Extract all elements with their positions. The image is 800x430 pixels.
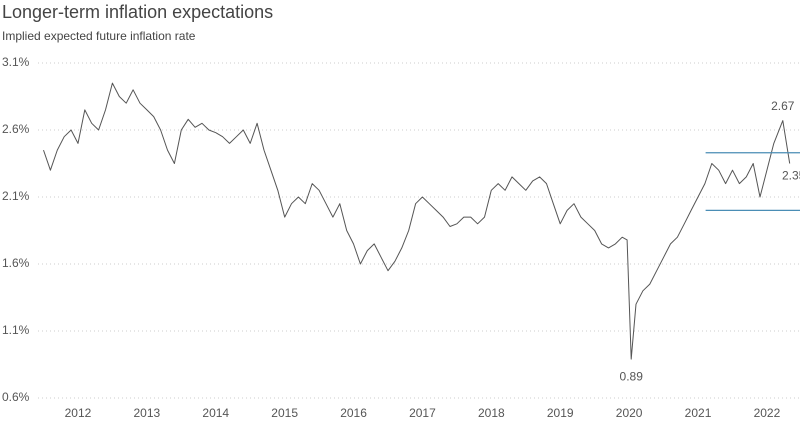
x-tick-label: 2020 — [616, 406, 643, 420]
annotation: 2.35 — [782, 169, 800, 183]
y-tick-label: 1.1% — [2, 323, 30, 337]
y-tick-label: 1.6% — [2, 256, 30, 270]
y-tick-label: 0.6% — [2, 390, 30, 404]
x-tick-label: 2021 — [685, 406, 712, 420]
x-tick-label: 2017 — [409, 406, 436, 420]
annotation: 0.89 — [620, 369, 644, 383]
x-tick-label: 2014 — [202, 406, 229, 420]
x-tick-label: 2013 — [134, 406, 161, 420]
x-tick-label: 2019 — [547, 406, 574, 420]
y-tick-label: 2.1% — [2, 189, 30, 203]
y-tick-label: 3.1% — [2, 55, 30, 69]
x-tick-label: 2012 — [65, 406, 92, 420]
chart-title: Longer-term inflation expectations — [2, 2, 273, 22]
x-tick-label: 2016 — [340, 406, 367, 420]
y-tick-label: 2.6% — [2, 122, 30, 136]
x-tick-label: 2015 — [271, 406, 298, 420]
chart-subtitle: Implied expected future inflation rate — [2, 29, 196, 43]
series-line — [43, 82, 791, 360]
x-tick-label: 2022 — [754, 406, 781, 420]
x-tick-label: 2018 — [478, 406, 505, 420]
annotation: 2.67 — [771, 99, 795, 113]
